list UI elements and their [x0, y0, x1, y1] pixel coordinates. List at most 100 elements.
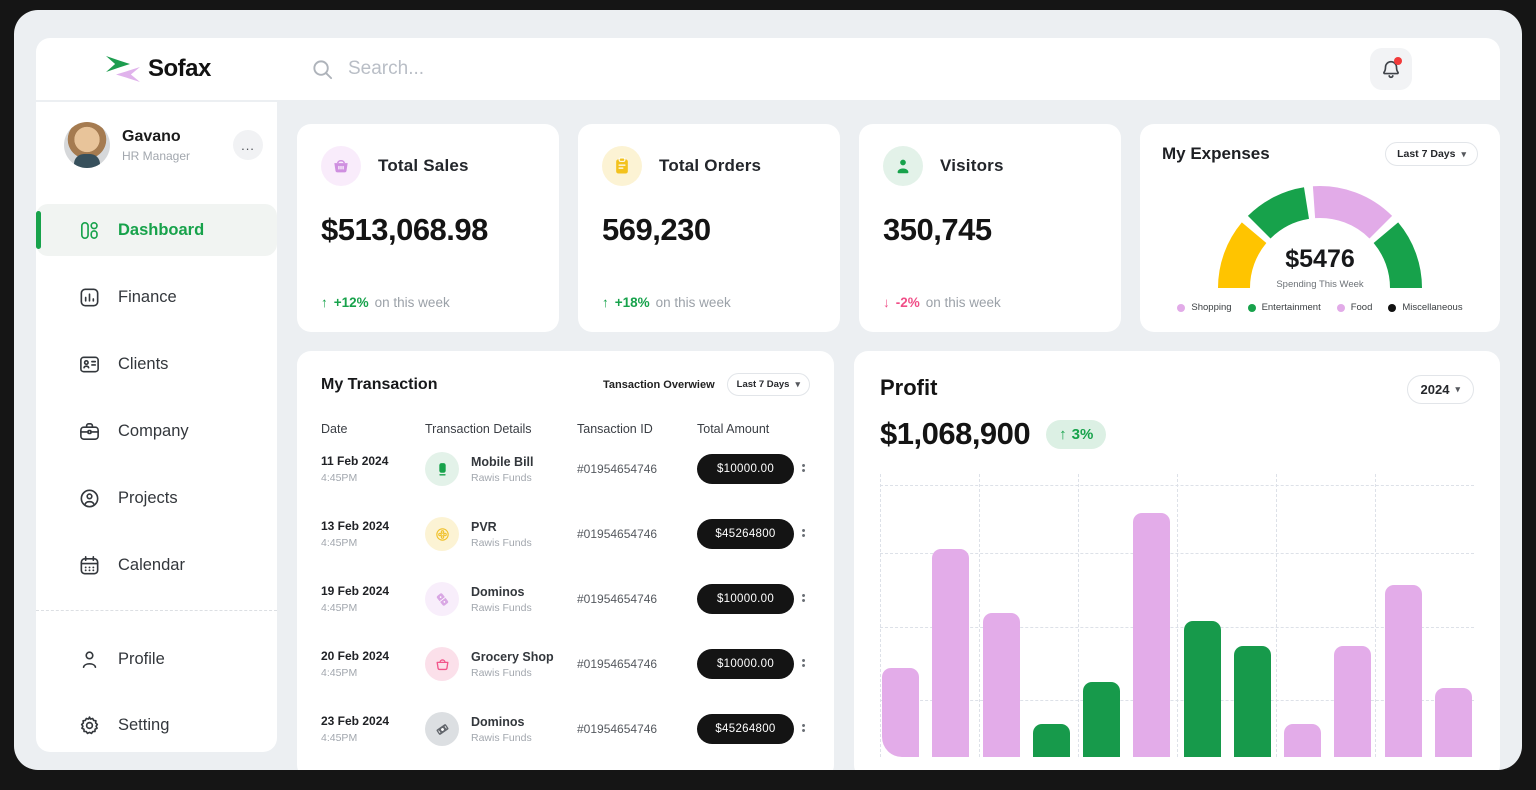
profit-bar-chart: [880, 474, 1474, 757]
tx-date: 11 Feb 2024: [321, 454, 389, 468]
sidebar-item-finance[interactable]: Finance: [36, 271, 277, 323]
tx-name: PVR: [471, 519, 497, 534]
trend-caption: on this week: [374, 295, 450, 310]
film-reel-icon: [425, 517, 459, 551]
table-row: 19 Feb 2024 4:45PM Dominos Rawis Funds #…: [321, 566, 810, 631]
search-input[interactable]: Search...: [277, 58, 1370, 81]
trend-percent: +18%: [614, 295, 650, 310]
notifications-button[interactable]: [1370, 48, 1412, 90]
stat-card-total-sales: Total Sales $513,068.98 ↑ +12% on this w…: [297, 124, 559, 332]
bar: [1032, 723, 1070, 757]
expenses-card: My Expenses Last 7 Days ▾ $5476 Spending …: [1140, 124, 1500, 332]
basket-icon: [321, 146, 361, 186]
bar: [982, 612, 1020, 757]
bar: [1133, 513, 1171, 757]
tx-id: #01954654746: [577, 462, 658, 476]
transactions-title: My Transaction: [321, 375, 438, 393]
transactions-column-headers: Date Transaction Details Tansaction ID Tota…: [321, 422, 810, 436]
tx-date: 19 Feb 2024: [321, 584, 390, 598]
trend-arrow-icon: ↓: [883, 295, 890, 310]
row-menu-button[interactable]: • •: [801, 590, 806, 607]
projects-icon: [78, 487, 101, 510]
tx-date: 20 Feb 2024: [321, 649, 390, 663]
stat-value: 569,230: [602, 212, 711, 247]
table-row: 20 Feb 2024 4:45PM Grocery Shop Rawis Fu…: [321, 631, 810, 696]
sidebar-nav: Dashboard Finance Clients Company Projec…: [36, 204, 277, 606]
calendar-icon: [78, 554, 101, 577]
transactions-range-dropdown[interactable]: Last 7 Days ▾: [726, 373, 810, 396]
expenses-range-dropdown[interactable]: Last 7 Days ▾: [1385, 142, 1478, 166]
legend-label: Entertainment: [1261, 302, 1321, 313]
logo-text: Sofax: [148, 55, 211, 82]
column-header: Date: [321, 422, 348, 436]
person-icon: [883, 146, 923, 186]
tx-time: 4:45PM: [321, 667, 358, 679]
tx-fund: Rawis Funds: [471, 471, 532, 484]
profit-year-dropdown[interactable]: 2024 ▾: [1406, 375, 1474, 404]
user-name: Gavano: [122, 127, 181, 145]
profile-more-button[interactable]: ...: [233, 130, 263, 160]
clipboard-icon: [602, 146, 642, 186]
chevron-down-icon: ▾: [1461, 148, 1466, 159]
sidebar-item-projects[interactable]: Projects: [36, 472, 277, 524]
legend-dot-icon: [1388, 303, 1397, 312]
sidebar-item-calendar[interactable]: Calendar: [36, 539, 277, 591]
tx-name: Grocery Shop: [471, 649, 554, 664]
dashboard-icon: [78, 219, 101, 242]
sidebar-item-profile[interactable]: Profile: [36, 633, 277, 685]
trend-caption: on this week: [655, 295, 731, 310]
gridline: [1276, 474, 1278, 757]
column-header: Tansaction ID: [577, 422, 653, 436]
bar: [1384, 585, 1422, 757]
search-placeholder: Search...: [348, 58, 425, 79]
sidebar-item-setting[interactable]: Setting: [36, 699, 277, 751]
tx-fund: Rawis Funds: [471, 536, 532, 549]
gauge-segment: [1217, 222, 1267, 289]
row-menu-button[interactable]: • •: [801, 525, 806, 542]
sidebar-divider: [36, 610, 277, 611]
sidebar: Gavano HR Manager ... Dashboard Finance …: [36, 102, 277, 752]
row-menu-button[interactable]: • •: [801, 460, 806, 477]
tx-id: #01954654746: [577, 657, 658, 671]
gauge-segment: [1312, 186, 1393, 239]
sidebar-item-dashboard[interactable]: Dashboard: [36, 204, 277, 256]
table-row: 13 Feb 2024 4:45PM PVR Rawis Funds #0195…: [321, 501, 810, 566]
user-role: HR Manager: [122, 148, 191, 163]
sidebar-item-clients[interactable]: Clients: [36, 338, 277, 390]
stats-row: Total Sales $513,068.98 ↑ +12% on this w…: [297, 124, 1500, 332]
tx-id: #01954654746: [577, 722, 658, 736]
profit-trend-badge: ↑ 3%: [1046, 419, 1107, 449]
user-profile: Gavano HR Manager ...: [36, 102, 277, 186]
stat-trend: ↑ +12% on this week: [321, 295, 535, 310]
clients-icon: [78, 353, 101, 376]
grocery-basket-icon: [425, 647, 459, 681]
tx-name: Mobile Bill: [471, 454, 534, 469]
sidebar-nav-secondary: Profile Setting: [36, 633, 277, 770]
company-icon: [78, 420, 101, 443]
chevron-down-icon: ▾: [1455, 384, 1460, 394]
stat-card-total-orders: Total Orders 569,230 ↑ +18% on this week: [578, 124, 840, 332]
expenses-caption: Spending This Week: [1276, 279, 1364, 290]
legend-dot-icon: [1336, 303, 1345, 312]
sidebar-item-label: Clients: [118, 354, 169, 373]
bar: [1284, 723, 1322, 757]
tx-fund: Rawis Funds: [471, 601, 532, 614]
tx-amount-pill: $10000.00: [697, 454, 794, 484]
avatar[interactable]: [64, 122, 110, 168]
profit-value: $1,068,900: [880, 416, 1031, 451]
row-menu-button[interactable]: • •: [801, 720, 806, 737]
bar: [1183, 621, 1221, 757]
row-menu-button[interactable]: • •: [801, 655, 806, 672]
top-bar: Sofax Search...: [36, 38, 1500, 100]
bar-series: [882, 480, 1472, 757]
transactions-panel: My Transaction Tansaction Overwiew Last …: [297, 351, 834, 770]
tx-date: 23 Feb 2024: [321, 714, 390, 728]
bar: [1334, 646, 1372, 757]
tx-name: Dominos: [471, 584, 525, 599]
profit-panel: Profit 2024 ▾ $1,068,900 ↑ 3%: [854, 351, 1500, 770]
bar: [932, 549, 970, 757]
sidebar-item-company[interactable]: Company: [36, 405, 277, 457]
tx-id: #01954654746: [577, 592, 658, 606]
main-content: Total Sales $513,068.98 ↑ +12% on this w…: [277, 102, 1500, 770]
legend-item: Shopping: [1177, 302, 1232, 313]
